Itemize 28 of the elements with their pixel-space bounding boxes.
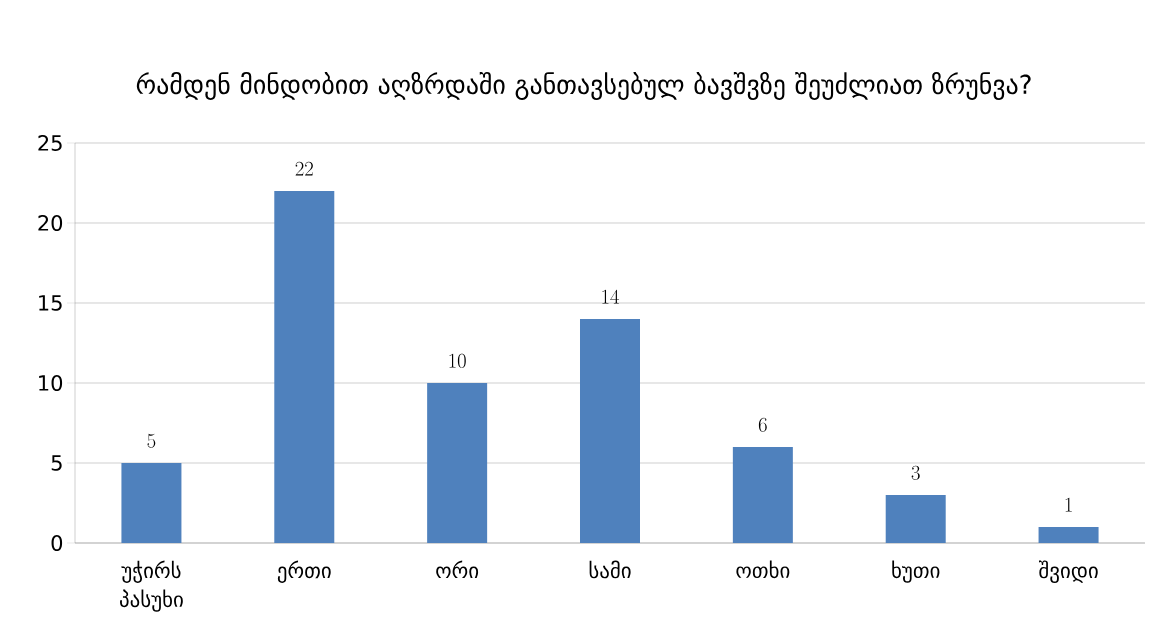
y-tick-label: 5	[51, 455, 62, 471]
y-tick-label: 15	[39, 295, 62, 311]
x-tick-label: ორი	[436, 560, 479, 578]
bar	[732, 447, 793, 543]
bar	[885, 495, 946, 543]
y-tick-label: 0	[51, 535, 63, 551]
data-label: 22	[295, 161, 313, 176]
bar	[121, 463, 182, 543]
y-tick-label: 10	[39, 375, 63, 391]
bar	[1038, 527, 1099, 543]
x-tick-label: სამი	[589, 560, 631, 579]
data-label: 3	[911, 465, 920, 480]
y-tick-label: 20	[38, 215, 63, 231]
bar	[580, 319, 640, 543]
data-label: 14	[602, 289, 620, 304]
data-label: 6	[758, 417, 767, 432]
x-tick-label: უჭირს პასუხი	[120, 560, 183, 612]
bar	[427, 383, 488, 543]
data-label: 10	[449, 353, 466, 368]
x-tick-label: ერთი	[277, 560, 331, 583]
data-label: 5	[147, 433, 156, 448]
x-tick-label: ხუთი	[892, 560, 940, 583]
bar	[274, 191, 335, 543]
data-label: 1	[1065, 497, 1072, 512]
x-tick-label: შვიდი	[1039, 560, 1098, 583]
y-tick-label: 25	[38, 135, 62, 151]
chart-title: რამდენ მინდობით აღზრდაში განთავსებულ ბავშვზე შეუძლიათ ზრუნვა?	[136, 72, 1031, 100]
x-tick-label: ოთხი	[736, 560, 790, 579]
